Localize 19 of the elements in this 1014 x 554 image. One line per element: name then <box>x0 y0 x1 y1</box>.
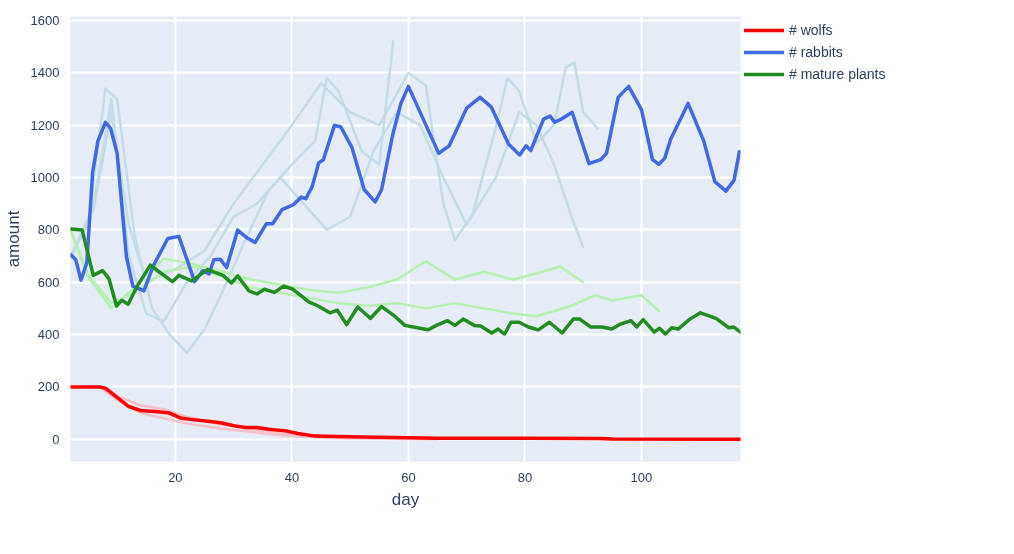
y-tick-label: 1000 <box>30 169 60 185</box>
y-tick-label: 600 <box>37 274 60 290</box>
legend-label: # wolfs <box>789 22 833 38</box>
x-tick-label: 60 <box>401 469 416 485</box>
legend-label: # mature plants <box>789 66 886 82</box>
legend-label: # rabbits <box>789 44 843 60</box>
x-axis-title: day <box>391 489 420 509</box>
y-tick-label: 1600 <box>30 12 60 28</box>
y-axis-title: amount <box>3 210 23 268</box>
y-tick-label: 800 <box>37 222 60 238</box>
x-tick-label: 40 <box>284 469 300 485</box>
x-tick-label: 20 <box>168 469 183 485</box>
y-tick-label: 400 <box>37 327 60 343</box>
y-tick-label: 1400 <box>30 65 60 81</box>
x-tick-label: 100 <box>630 469 653 485</box>
y-tick-label: 0 <box>52 431 60 447</box>
y-tick-label: 200 <box>37 379 60 395</box>
x-tick-label: 80 <box>517 469 533 485</box>
y-tick-label: 1200 <box>30 117 60 133</box>
